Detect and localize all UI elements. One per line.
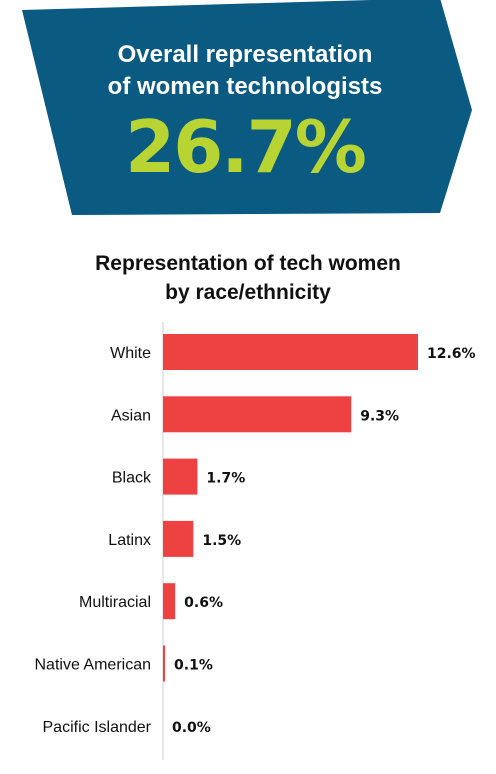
bar [163, 583, 176, 620]
category-label: White [110, 345, 151, 362]
value-label: 1.7% [206, 471, 245, 487]
chart-title-line1: Representation of tech women [95, 252, 401, 275]
category-label: Pacific Islander [43, 719, 152, 736]
category-label: Asian [111, 407, 151, 424]
category-label: Native American [35, 657, 152, 674]
banner-arrow [22, 0, 472, 215]
bar [163, 645, 166, 682]
value-label: 12.6% [427, 346, 476, 362]
value-label: 0.0% [172, 720, 211, 736]
banner-shape [22, 0, 472, 215]
bar [163, 334, 418, 370]
value-label: 0.1% [174, 658, 213, 674]
chart-title-line2: by race/ethnicity [165, 281, 331, 304]
category-label: Latinx [108, 532, 151, 549]
banner-title-line1: Overall representation [117, 41, 373, 68]
value-label: 1.5% [202, 533, 241, 549]
category-label: Multiracial [79, 594, 151, 611]
bar [163, 520, 194, 557]
bar [163, 396, 352, 433]
banner-title-line2: of women technologists [107, 73, 383, 100]
value-label: 0.6% [184, 595, 223, 611]
overall-percentage: 26.7% [125, 105, 367, 189]
bar [163, 458, 198, 495]
value-label: 9.3% [360, 408, 399, 424]
category-label: Black [112, 470, 152, 487]
